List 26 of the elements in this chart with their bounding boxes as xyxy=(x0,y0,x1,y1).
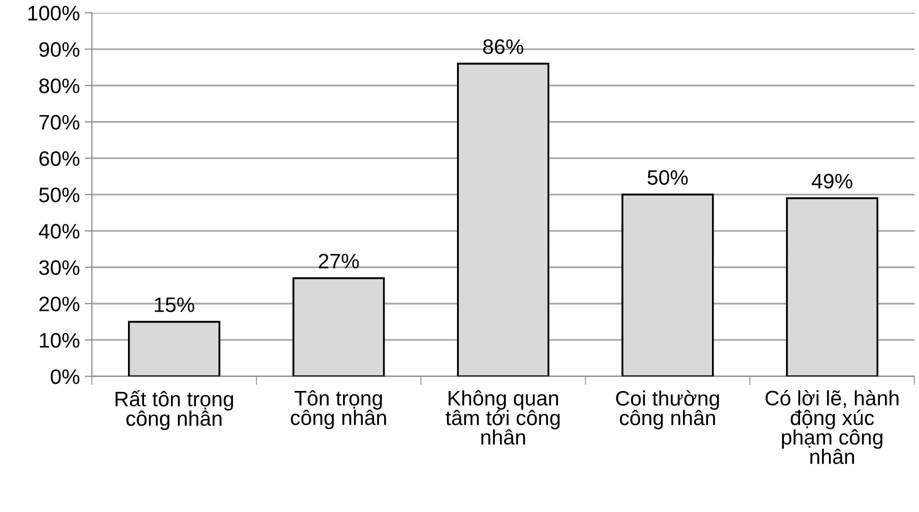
x-tick-label: Rất tôn trọng công nhân xyxy=(116,390,234,430)
y-tick-label: 80% xyxy=(39,78,80,94)
x-tick-label: Coi thường công nhân xyxy=(616,390,719,430)
y-tick-label: 40% xyxy=(38,224,80,239)
x-tick-label: Tôn trọng công nhân xyxy=(290,390,386,430)
y-tick-label: 0% xyxy=(50,369,80,384)
bar xyxy=(786,197,878,376)
y-tick-label: 50% xyxy=(39,188,80,202)
y-tick-label: 60% xyxy=(39,151,80,166)
y-tick-label: 10% xyxy=(40,332,80,348)
bar xyxy=(622,194,714,376)
y-tick-label: 20% xyxy=(39,296,80,312)
y-tick-label: 90% xyxy=(39,42,80,57)
data-label: 86% xyxy=(483,39,524,54)
data-label: 15% xyxy=(154,297,194,312)
x-tick-label: Có lời lẽ, hành động xúc phạm công nhân xyxy=(766,390,898,464)
bar xyxy=(128,320,220,376)
y-tick-label: 70% xyxy=(39,114,80,130)
y-tick-label: 30% xyxy=(39,260,80,276)
bar xyxy=(292,277,385,376)
data-label: 49% xyxy=(812,174,852,189)
data-label: 50% xyxy=(648,170,688,185)
data-label: 27% xyxy=(318,254,359,268)
x-tick-label: Không quan tâm tới công nhân xyxy=(446,390,560,445)
bar xyxy=(457,62,550,376)
y-tick-label: 100% xyxy=(28,6,80,21)
